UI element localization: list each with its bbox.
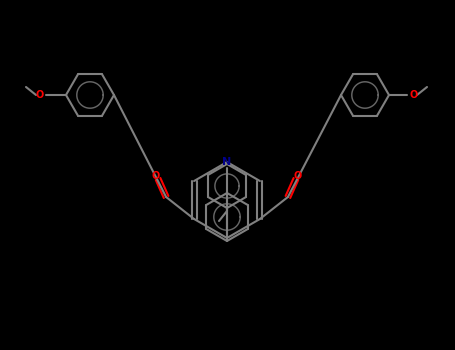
Text: O: O: [294, 171, 302, 181]
Text: O: O: [36, 90, 44, 100]
Text: N: N: [222, 157, 232, 167]
Text: O: O: [409, 90, 417, 100]
Text: O: O: [152, 171, 160, 181]
